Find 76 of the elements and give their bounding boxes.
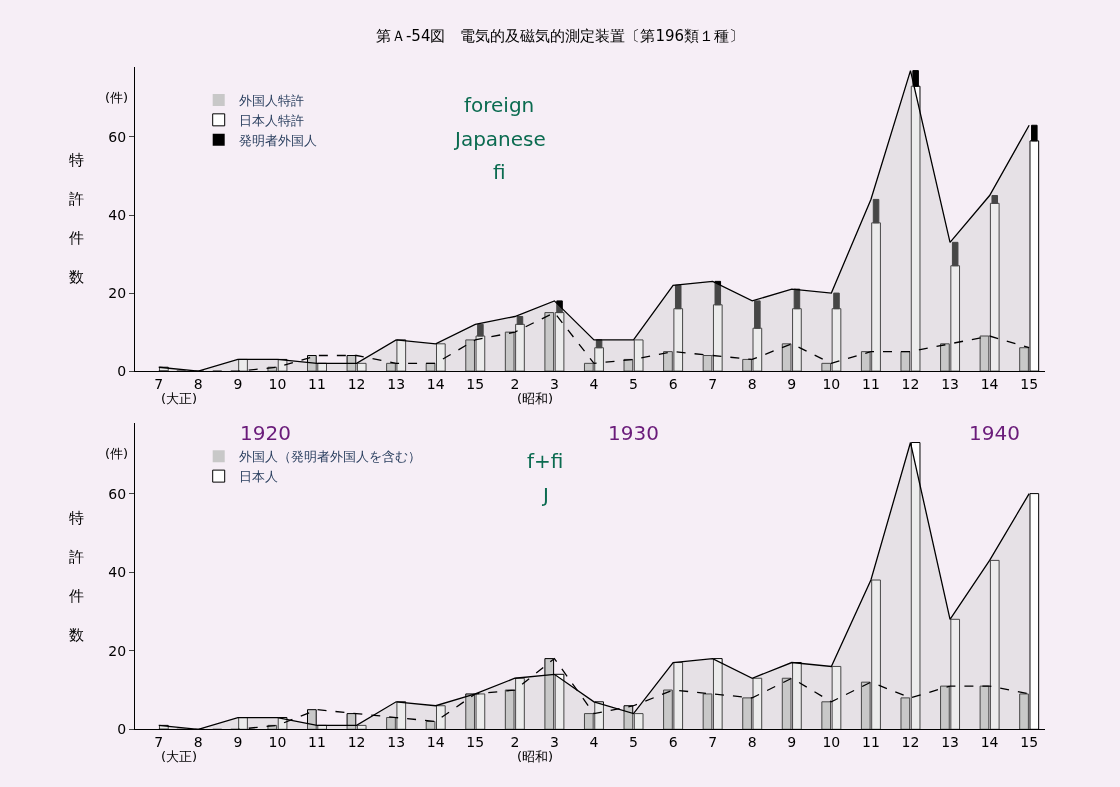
text: (件) (105, 446, 129, 461)
y-tick-label: 40 (108, 206, 127, 223)
y-tick-label: 60 (108, 128, 127, 145)
annotation: fi (493, 160, 506, 184)
legend-label: 外国人特許 (238, 93, 304, 108)
y-tick-label: 40 (108, 564, 127, 581)
text: (大正) (161, 749, 198, 764)
legend-label: 発明者外国人 (238, 132, 317, 148)
x-tick-label: 6 (668, 375, 678, 392)
x-tick-label: 14 (980, 375, 999, 392)
chart-title: 第Ａ-54図 電気的及磁気的測定装置〔第196類１種〕 (375, 26, 745, 45)
x-tick-label: 13 (941, 734, 959, 751)
x-tick-label: 9 (233, 375, 243, 392)
y-tick-label: 60 (108, 485, 127, 502)
x-tick-label: 9 (787, 375, 797, 392)
x-tick-label: 12 (901, 734, 920, 751)
text: (昭和) (517, 391, 554, 406)
annotation: 1930 (608, 421, 659, 445)
x-tick-label: 6 (668, 734, 678, 751)
x-tick-label: 3 (549, 375, 559, 392)
x-tick-label: 12 (901, 375, 920, 392)
x-tick-label: 15 (466, 375, 485, 392)
x-tick-label: 10 (268, 375, 287, 392)
legend-label: 日本人 (238, 469, 278, 485)
x-tick-label: 11 (862, 734, 880, 751)
x-tick-label: 3 (549, 734, 559, 751)
text: (件) (105, 90, 129, 105)
x-tick-label: 12 (347, 375, 366, 392)
x-tick-label: 11 (308, 734, 326, 751)
text: 特許件数 (69, 509, 84, 644)
x-tick-label: 9 (233, 734, 243, 751)
annotation: Japanese (453, 127, 546, 151)
x-tick-label: 11 (308, 375, 326, 392)
y-tick-label: 0 (117, 721, 127, 738)
x-tick-label: 10 (268, 734, 287, 751)
x-tick-label: 7 (708, 734, 718, 751)
y-tick-label: 20 (108, 284, 127, 301)
text: 特許件数 (69, 151, 84, 286)
annotation: J (541, 483, 549, 507)
x-tick-label: 8 (747, 375, 757, 392)
y-tick-label: 0 (117, 363, 127, 380)
legend-label: 日本人特許 (238, 112, 304, 128)
annotation: f+fi (527, 449, 564, 473)
x-tick-label: 10 (822, 734, 841, 751)
x-tick-label: 13 (387, 734, 406, 751)
legend-label: 外国人（発明者外国人を含む） (238, 449, 421, 465)
x-tick-label: 9 (787, 734, 797, 751)
x-tick-label: 13 (387, 375, 406, 392)
x-tick-label: 11 (862, 375, 880, 392)
x-tick-label: 8 (193, 734, 203, 751)
x-tick-label: 8 (193, 375, 203, 392)
x-tick-label: 2 (510, 375, 520, 392)
annotation: 1920 (240, 421, 291, 445)
x-tick-label: 15 (1020, 375, 1039, 392)
x-tick-label: 14 (426, 734, 445, 751)
text: (大正) (161, 391, 198, 406)
x-tick-label: 14 (426, 375, 445, 392)
x-tick-label: 4 (589, 734, 599, 751)
y-tick-label: 20 (108, 642, 127, 659)
x-tick-label: 12 (347, 734, 366, 751)
x-tick-label: 13 (941, 375, 959, 392)
text: (昭和) (517, 749, 554, 764)
x-tick-label: 14 (980, 734, 999, 751)
x-tick-label: 10 (822, 375, 841, 392)
x-tick-label: 7 (154, 375, 164, 392)
x-tick-label: 15 (1020, 734, 1039, 751)
x-tick-label: 7 (154, 734, 164, 751)
x-tick-label: 2 (510, 734, 520, 751)
x-tick-label: 7 (708, 375, 718, 392)
x-tick-label: 8 (747, 734, 757, 751)
x-tick-label: 4 (589, 375, 599, 392)
annotation: foreign (464, 93, 535, 117)
x-tick-label: 15 (466, 734, 485, 751)
x-tick-label: 5 (629, 734, 638, 751)
annotation: 1940 (969, 421, 1020, 445)
x-tick-label: 5 (629, 375, 638, 392)
